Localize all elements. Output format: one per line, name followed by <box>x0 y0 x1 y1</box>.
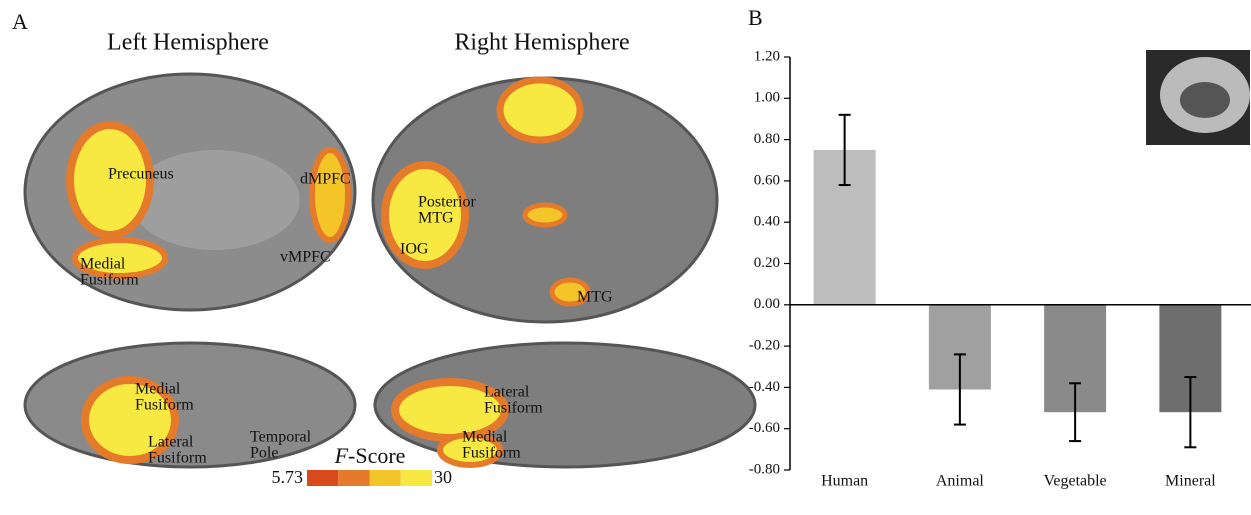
colorbar-min: 5.73 <box>272 467 304 487</box>
region-label: Medial <box>462 429 508 446</box>
colorbar-segment <box>370 470 401 486</box>
colorbar-title: F-Score <box>334 443 406 468</box>
region-label: Pole <box>250 445 278 462</box>
region-label: IOG <box>400 241 429 258</box>
hemisphere-title: Left Hemisphere <box>107 30 269 56</box>
y-tick-label: -0.80 <box>749 461 780 477</box>
y-tick-label: 1.00 <box>754 90 780 106</box>
region-label: Fusiform <box>484 400 543 417</box>
region-label: Posterior <box>418 194 476 211</box>
region-label: Lateral <box>148 434 194 451</box>
y-tick-label: 0.40 <box>754 214 780 230</box>
region-label: Medial <box>80 256 126 273</box>
x-tick-label: Vegetable <box>1044 473 1107 490</box>
region-label: Fusiform <box>462 445 521 462</box>
colorbar-segment <box>401 470 432 486</box>
region-label: Fusiform <box>135 397 194 414</box>
region-label: Temporal <box>250 429 312 446</box>
y-tick-label: -0.20 <box>749 338 780 354</box>
region-label: dMPFC <box>300 171 351 188</box>
panel-label: B <box>748 5 763 30</box>
region-label: MTG <box>577 289 613 306</box>
y-tick-label: 1.20 <box>754 48 780 64</box>
x-tick-label: Animal <box>936 473 985 490</box>
colorbar-segment <box>338 470 369 486</box>
region-label: Precuneus <box>108 166 174 183</box>
colorbar-symbol: F <box>334 443 349 468</box>
x-tick-label: Mineral <box>1165 473 1216 490</box>
region-label: Fusiform <box>148 450 207 467</box>
figure: A Left Hemisphere Right Hemisphere F-Sco… <box>0 0 1251 515</box>
y-tick-label: 0.20 <box>754 255 780 271</box>
region-label: vMPFC <box>280 249 331 266</box>
colorbar-max: 30 <box>434 467 452 487</box>
colorbar-segment <box>307 470 338 486</box>
panel-label: A <box>12 9 28 34</box>
y-tick-label: 0.60 <box>754 172 780 188</box>
region-label: Medial <box>135 381 181 398</box>
y-tick-label: -0.40 <box>749 379 780 395</box>
hemisphere-title: Right Hemisphere <box>454 30 629 56</box>
region-label: Lateral <box>484 384 530 401</box>
y-tick-label: -0.60 <box>749 420 780 436</box>
region-label: Fusiform <box>80 272 139 289</box>
x-tick-label: Human <box>821 473 868 490</box>
inset-brain <box>1146 50 1250 145</box>
y-tick-label: 0.80 <box>754 131 780 147</box>
region-label: MTG <box>418 210 454 227</box>
colorbar-title-text: -Score <box>348 443 405 468</box>
y-tick-label: 0.00 <box>754 296 780 312</box>
